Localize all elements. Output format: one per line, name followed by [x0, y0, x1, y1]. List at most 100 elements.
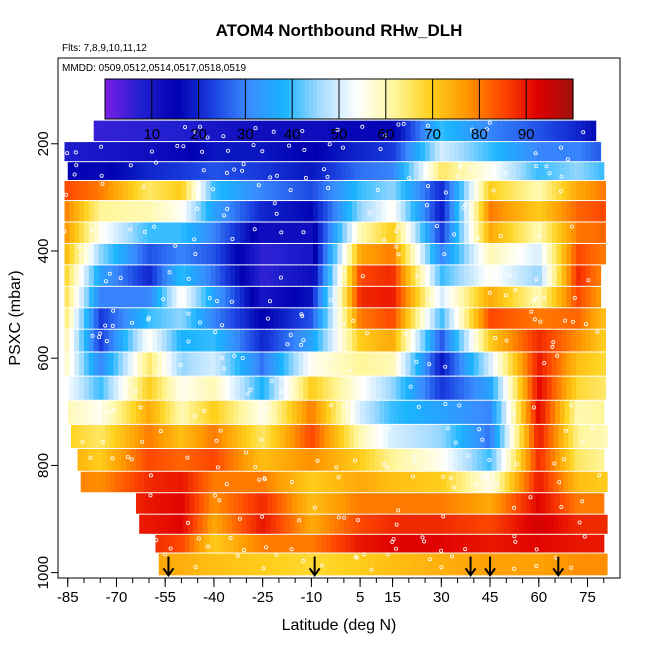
heatmap-cell: [447, 162, 454, 180]
sample-marker: [289, 480, 294, 485]
heatmap-cell: [353, 553, 360, 576]
heatmap-cell: [571, 142, 577, 162]
heatmap-cell: [473, 120, 480, 142]
heatmap-cell: [465, 424, 472, 448]
heatmap-cell: [126, 449, 132, 471]
heatmap-cell: [566, 376, 572, 400]
heatmap-cell: [581, 265, 587, 286]
heatmap-cell: [457, 400, 464, 424]
heatmap-cell: [288, 308, 295, 329]
heatmap-cell: [295, 553, 301, 576]
heatmap-cell: [425, 329, 431, 352]
sample-marker: [133, 389, 138, 394]
heatmap-cell: [90, 471, 96, 493]
heatmap-cell: [261, 514, 267, 534]
heatmap-cell: [584, 449, 590, 471]
heatmap-cell: [317, 142, 324, 162]
heatmap-cell: [306, 449, 312, 471]
heatmap-cell: [98, 308, 105, 329]
heatmap-cell: [494, 514, 501, 534]
heatmap-cell: [386, 352, 392, 376]
heatmap-cell: [309, 471, 316, 493]
heatmap-cell: [171, 201, 178, 222]
heatmap-cell: [168, 424, 174, 448]
heatmap-cell: [287, 449, 293, 471]
sample-marker: [301, 338, 306, 343]
sample-marker: [453, 312, 458, 317]
heatmap-cell: [481, 493, 488, 514]
sample-marker: [468, 166, 473, 171]
heatmap-cell: [166, 142, 173, 162]
sample-marker: [412, 458, 417, 463]
heatmap-cell: [527, 142, 533, 162]
heatmap-cell: [491, 534, 498, 553]
sample-marker: [493, 336, 498, 341]
sample-marker: [327, 142, 332, 147]
heatmap-cell: [174, 162, 181, 180]
heatmap-cell: [597, 514, 603, 534]
heatmap-cell: [142, 352, 148, 376]
colorbar-swatch: [225, 79, 230, 119]
heatmap-cell: [118, 201, 124, 222]
heatmap-cell: [369, 162, 376, 180]
sample-marker: [491, 188, 496, 193]
heatmap-cell: [423, 162, 429, 180]
heatmap-cell: [368, 553, 374, 576]
heatmap-cell: [381, 352, 387, 376]
heatmap-cell: [337, 308, 343, 329]
heatmap-cell: [600, 222, 606, 243]
heatmap-cell: [251, 424, 257, 448]
heatmap-cell: [434, 222, 441, 243]
heatmap-cell: [582, 471, 589, 493]
heatmap-cell: [376, 352, 382, 376]
heatmap-cell: [400, 180, 407, 201]
heatmap-cell: [384, 493, 390, 514]
heatmap-cell: [361, 142, 368, 162]
sample-marker: [212, 493, 217, 498]
heatmap-cell: [519, 514, 525, 534]
colorbar-swatch: [465, 79, 470, 119]
heatmap-cell: [158, 553, 165, 576]
heatmap-cell: [572, 514, 579, 534]
heatmap-cell: [157, 265, 163, 286]
colorbar-swatch: [197, 79, 202, 119]
heatmap: [64, 120, 608, 576]
heatmap-cell: [150, 493, 157, 514]
heatmap-cell: [405, 222, 412, 243]
heatmap-cell: [556, 286, 563, 308]
heatmap-cell: [384, 162, 390, 180]
heatmap-cell: [569, 162, 576, 180]
heatmap-cell: [381, 308, 387, 329]
heatmap-cell: [171, 286, 178, 308]
heatmap-cell: [434, 120, 441, 142]
heatmap-cell: [113, 243, 119, 265]
sample-marker: [185, 455, 190, 460]
heatmap-cell: [361, 308, 368, 329]
colorbar-swatch: [533, 79, 538, 119]
heatmap-cell: [444, 265, 451, 286]
heatmap-cell: [236, 471, 243, 493]
heatmap-cell: [298, 243, 304, 265]
sample-marker: [463, 202, 468, 207]
heatmap-cell: [517, 120, 524, 142]
heatmap-cell: [446, 471, 452, 493]
sample-marker: [274, 211, 279, 216]
heatmap-cell: [277, 534, 283, 553]
heatmap-cell: [587, 471, 593, 493]
sample-marker: [563, 318, 568, 323]
heatmap-cell: [274, 120, 280, 142]
heatmap-cell: [244, 352, 251, 376]
heatmap-cell: [230, 265, 236, 286]
heatmap-cell: [483, 201, 490, 222]
heatmap-cell: [475, 553, 481, 576]
heatmap-cell: [468, 180, 475, 201]
heatmap-cell: [264, 352, 270, 376]
heatmap-cell: [444, 201, 451, 222]
heatmap-cell: [347, 243, 353, 265]
heatmap-cell: [428, 493, 434, 514]
heatmap-cell: [361, 286, 368, 308]
heatmap-cell: [265, 514, 272, 534]
heatmap-cell: [386, 243, 392, 265]
heatmap-cell: [140, 449, 147, 471]
colorbar-tick-label: 60: [377, 126, 394, 143]
